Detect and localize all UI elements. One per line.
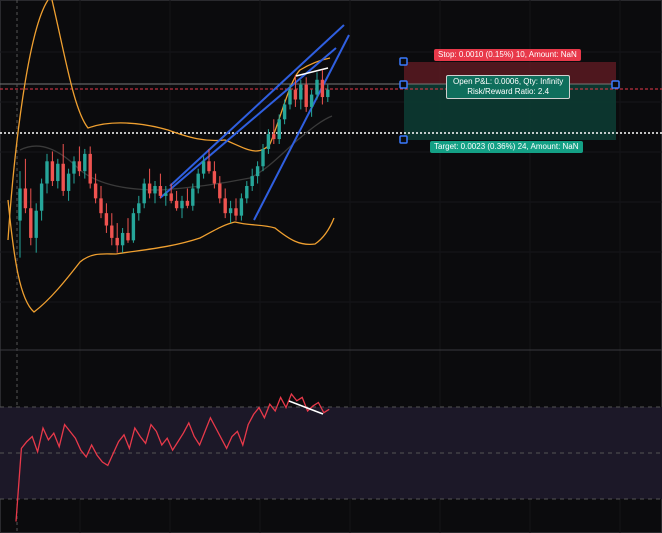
candle-up (245, 186, 249, 199)
candle-up (239, 198, 244, 216)
candle-up (196, 173, 200, 189)
trendline-upper[interactable] (169, 24, 345, 187)
candle-up (299, 84, 303, 100)
candle-up (255, 166, 260, 177)
candle-down (304, 84, 308, 107)
candle-down (126, 232, 130, 241)
candle-down (93, 183, 98, 199)
handle-bottom-left[interactable] (399, 135, 408, 144)
candle-down (88, 153, 92, 184)
target-label[interactable]: Target: 0.0023 (0.36%) 24, Amount: NaN (430, 141, 583, 153)
candle-up (277, 119, 281, 140)
candle-up (34, 210, 38, 238)
candle-up (250, 176, 254, 186)
candle-up (66, 173, 71, 191)
candle-down (104, 213, 109, 226)
candle-up (261, 148, 265, 167)
candle-up (39, 183, 44, 211)
candle-down (77, 161, 82, 172)
candle-down (23, 188, 28, 209)
candle-down (207, 161, 211, 172)
candle-up (120, 232, 125, 246)
rsi-line[interactable] (15, 392, 330, 522)
candle-up (326, 89, 330, 98)
candle-up (266, 134, 271, 149)
candle-up (83, 153, 87, 172)
candle-up (201, 161, 206, 174)
handle-top-left[interactable] (399, 57, 408, 66)
candle-down (293, 89, 298, 100)
candle-down (234, 208, 238, 216)
candle-up (72, 161, 76, 174)
candle-up (56, 163, 60, 182)
candle-down (212, 171, 217, 184)
candle-down (320, 79, 325, 98)
candle-down (61, 163, 65, 191)
candle-down (110, 225, 114, 238)
candle-down (115, 237, 119, 246)
handle-entry-left[interactable] (399, 80, 408, 89)
candle-up (131, 213, 136, 241)
divergence-line-price[interactable] (295, 67, 329, 77)
candle-up (153, 186, 157, 194)
candle-up (309, 94, 314, 107)
candle-down (50, 161, 55, 182)
candle-up (228, 208, 233, 214)
candle-up (18, 188, 22, 221)
candle-up (315, 79, 319, 95)
candle-down (99, 198, 103, 214)
candle-down (174, 200, 179, 209)
handle-entry-right[interactable] (611, 80, 620, 89)
bollinger-basis (19, 115, 333, 191)
candle-up (282, 104, 287, 120)
candle-up (137, 203, 141, 214)
stop-label[interactable]: Stop: 0.0010 (0.15%) 10, Amount: NaN (434, 49, 581, 61)
candle-up (288, 89, 292, 105)
pnl-text: Open P&L: 0.0006, Qty: Infinity (453, 77, 564, 86)
candle-up (191, 188, 195, 206)
trendline-mid[interactable] (159, 47, 337, 199)
candle-down (29, 208, 33, 238)
candle-down (185, 200, 190, 206)
candle-up (180, 200, 184, 209)
candle-down (169, 193, 173, 201)
pnl-info-box[interactable]: Open P&L: 0.0006, Qty: Infinity Risk/Rew… (446, 75, 571, 99)
candle-down (147, 183, 152, 194)
divergence-line-rsi[interactable] (288, 400, 324, 415)
bollinger-lower-band (7, 199, 335, 313)
candle-down (223, 198, 227, 214)
candle-down (158, 186, 163, 196)
candle-up (45, 161, 49, 184)
candle-down (272, 134, 276, 140)
candle-up (142, 183, 146, 204)
position-handles[interactable] (399, 57, 620, 144)
candlestick-series[interactable] (18, 69, 330, 258)
candle-up (164, 193, 168, 196)
trendline-lower[interactable] (253, 34, 350, 221)
risk-reward-text: Risk/Reward Ratio: 2.4 (467, 87, 550, 96)
candle-down (218, 183, 222, 199)
bollinger-upper-band (7, 0, 331, 241)
